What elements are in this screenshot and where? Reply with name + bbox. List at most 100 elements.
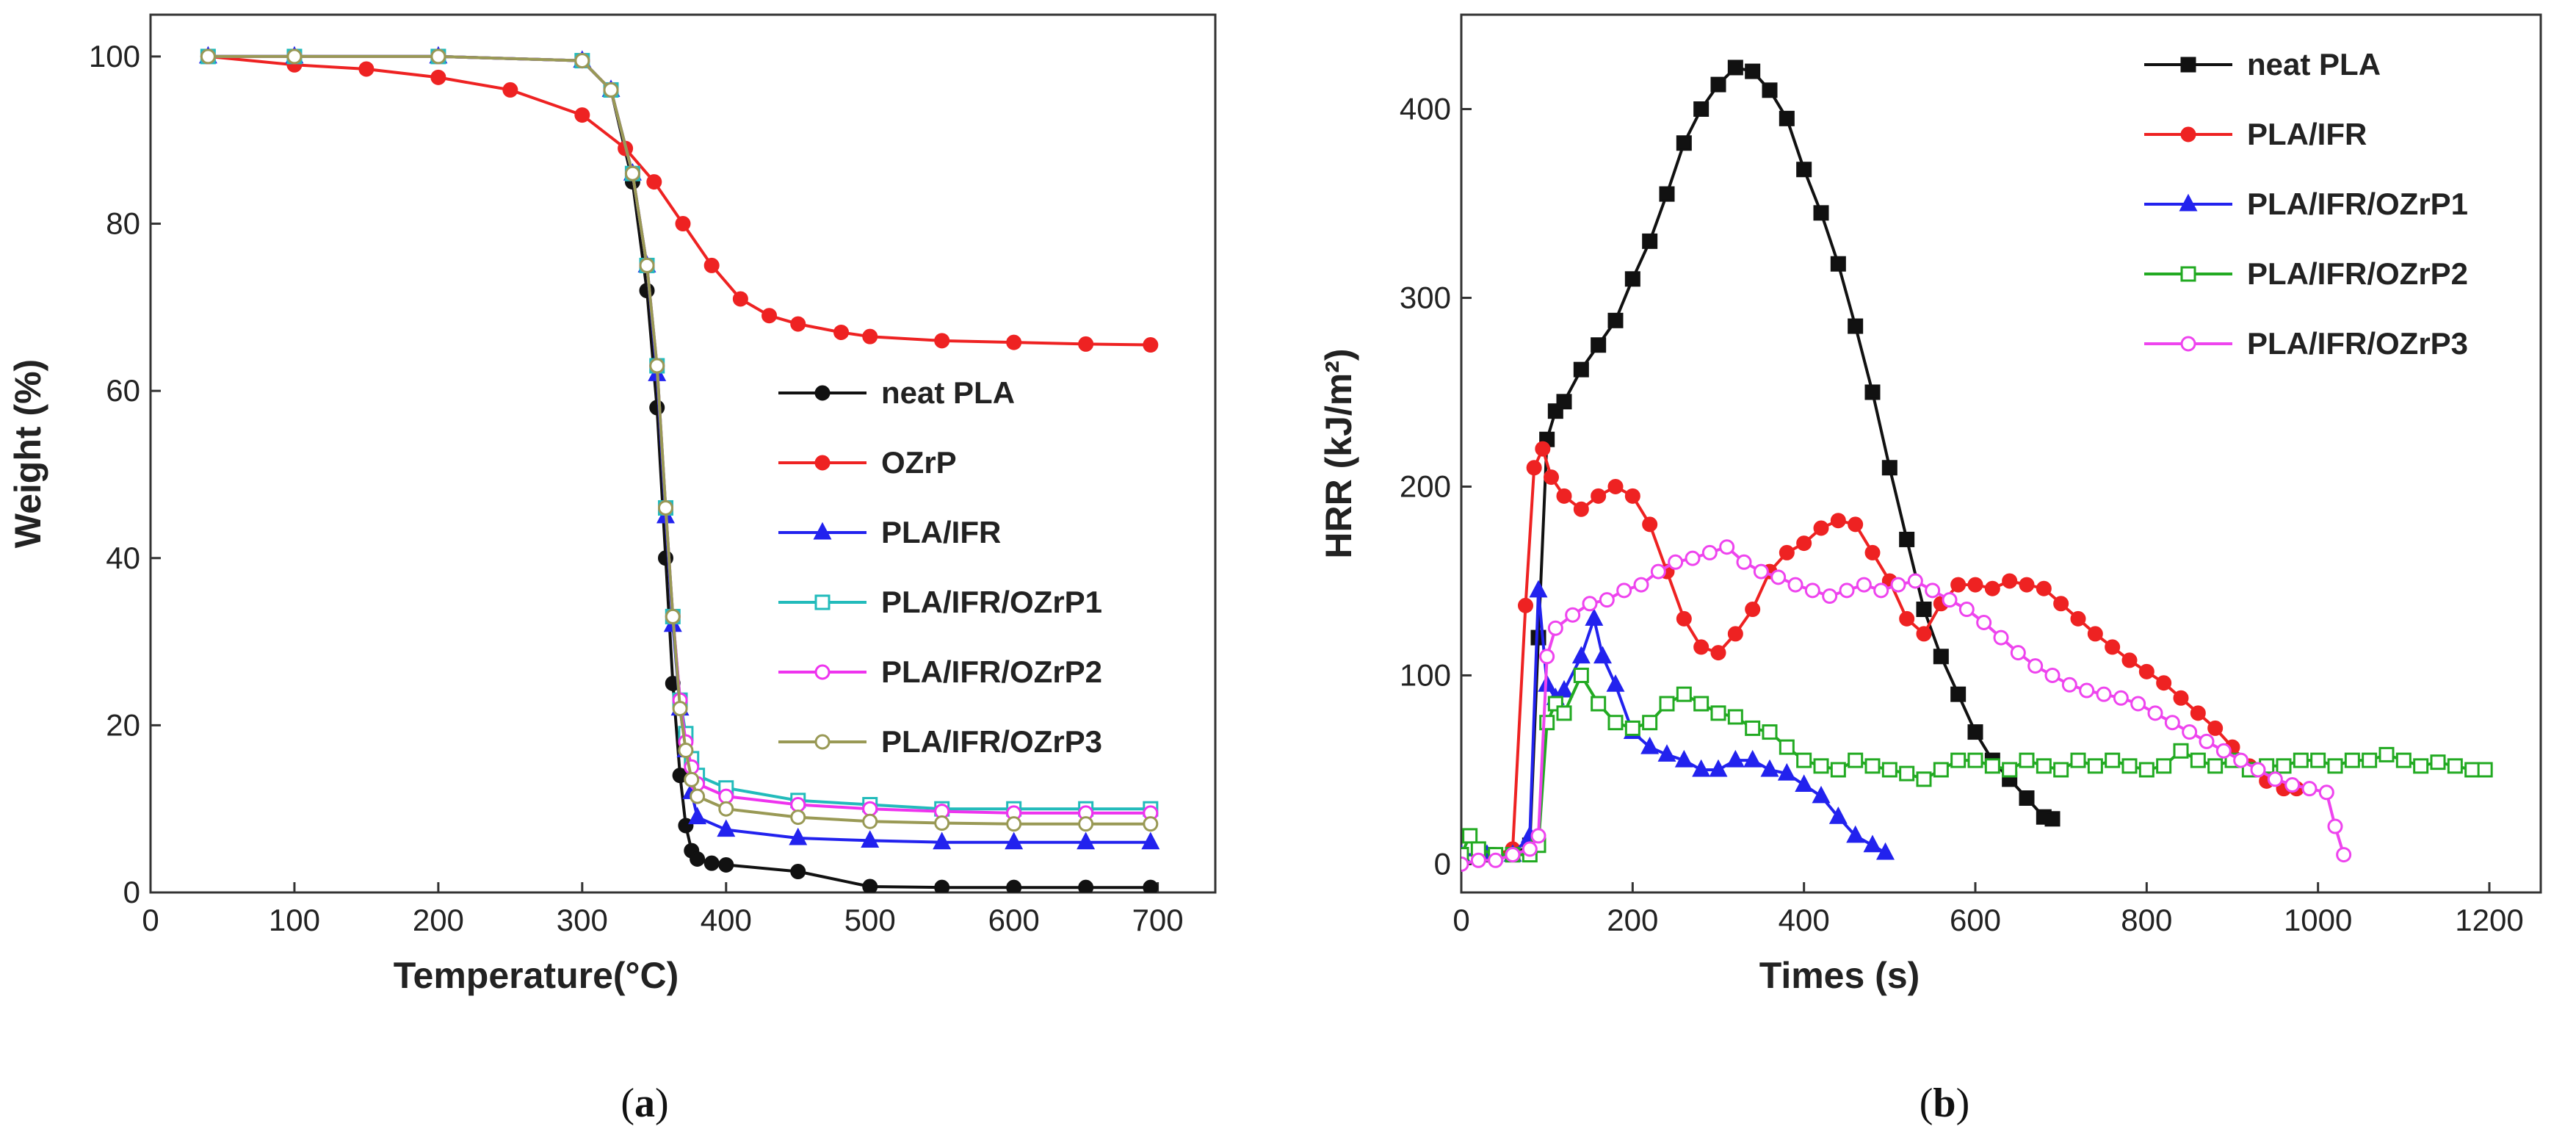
data-point [2138, 663, 2154, 679]
legend-label-pla-ifr-ozrp2: PLA/IFR/OZrP2 [2247, 256, 2468, 291]
data-point [1727, 59, 1743, 76]
y-axis-title: HRR (kJ/m²) [1318, 348, 1359, 558]
y-tick-label: 0 [1434, 846, 1451, 881]
data-point [1005, 831, 1024, 850]
data-point [761, 308, 778, 324]
data-point [1529, 580, 1548, 598]
caption-a-letter: a [634, 1081, 655, 1126]
data-point [2378, 746, 2395, 762]
x-tick-label: 0 [142, 903, 159, 937]
data-point [430, 48, 446, 65]
legend-marker [814, 734, 831, 750]
data-point [703, 855, 720, 871]
data-point [1993, 629, 2009, 646]
data-point [2199, 733, 2215, 749]
data-point [1745, 602, 1761, 618]
data-point [933, 831, 952, 850]
data-point [1848, 752, 1864, 768]
data-point [1593, 646, 1612, 664]
data-point [1770, 569, 1787, 585]
data-point [1710, 705, 1726, 721]
data-point [2087, 626, 2103, 642]
data-point [1710, 76, 1726, 93]
data-point [1976, 615, 1992, 631]
y-tick-label: 100 [89, 39, 140, 73]
data-point [717, 819, 736, 837]
data-point [2121, 758, 2138, 774]
data-point [1984, 580, 2000, 596]
data-point [1078, 816, 1094, 832]
x-tick-label: 1200 [2455, 903, 2523, 937]
data-point [684, 771, 700, 787]
data-point [1727, 709, 1743, 725]
x-tick-label: 200 [413, 903, 464, 937]
data-point [1828, 806, 1848, 824]
legend-marker [814, 594, 831, 610]
data-point [1676, 610, 1692, 627]
data-point [1933, 762, 1949, 778]
data-point [624, 165, 640, 181]
data-point [2173, 743, 2189, 759]
data-point [1856, 577, 1872, 593]
data-point [1642, 516, 1658, 533]
data-point [1676, 135, 1692, 151]
data-point [1573, 361, 1589, 378]
data-point [2070, 752, 2086, 768]
data-point [1077, 831, 1096, 850]
data-point [1899, 531, 1915, 547]
data-point [678, 743, 694, 759]
data-point [1933, 649, 1949, 665]
data-point [1461, 847, 1469, 863]
data-point [2336, 847, 2352, 863]
data-point [2027, 658, 2044, 674]
data-point [1743, 749, 1762, 768]
data-point [1693, 696, 1710, 712]
data-point [1846, 825, 1865, 843]
data-point [1591, 337, 1607, 353]
y-tick-label: 0 [123, 875, 140, 909]
data-point [1078, 879, 1094, 892]
data-point [2207, 758, 2224, 774]
y-tick-label: 60 [106, 373, 140, 408]
data-point [1556, 488, 1572, 504]
y-tick-label: 40 [106, 541, 140, 575]
x-tick-label: 600 [988, 903, 1040, 937]
x-tick-label: 300 [557, 903, 608, 937]
data-point [2464, 762, 2481, 778]
x-tick-label: 400 [701, 903, 752, 937]
caption-b-letter: b [1933, 1081, 1955, 1126]
data-point [2267, 771, 2283, 787]
data-point [1571, 646, 1591, 664]
data-point [1848, 318, 1864, 334]
y-tick-label: 400 [1400, 91, 1451, 126]
data-point [1624, 720, 1640, 736]
data-point [1624, 271, 1640, 287]
data-point [934, 333, 950, 349]
legend-label-pla-ifr-ozrp1: PLA/IFR/OZrP1 [881, 585, 1102, 619]
data-point [2276, 758, 2292, 774]
data-point [1787, 577, 1803, 593]
data-point [2053, 596, 2069, 612]
data-point [2173, 690, 2189, 706]
data-point [1544, 469, 1559, 486]
data-point [2010, 645, 2026, 661]
data-point [862, 813, 878, 829]
data-point [1006, 816, 1022, 832]
data-point [1701, 544, 1718, 560]
data-point [2121, 652, 2138, 668]
y-tick-label: 20 [106, 707, 140, 742]
data-point [1899, 610, 1915, 627]
data-point [1967, 724, 1983, 740]
data-point [1813, 205, 1829, 221]
data-point [2156, 758, 2172, 774]
data-point [1813, 520, 1829, 536]
data-point [1958, 602, 1975, 618]
data-point [2156, 675, 2172, 691]
data-point [1616, 582, 1632, 599]
data-point [2190, 752, 2206, 768]
data-point [1813, 758, 1829, 774]
data-point [1779, 544, 1795, 560]
data-point [1876, 842, 1895, 860]
legend-label-neat-pla: neat PLA [881, 375, 1015, 410]
legend-marker [814, 455, 831, 471]
